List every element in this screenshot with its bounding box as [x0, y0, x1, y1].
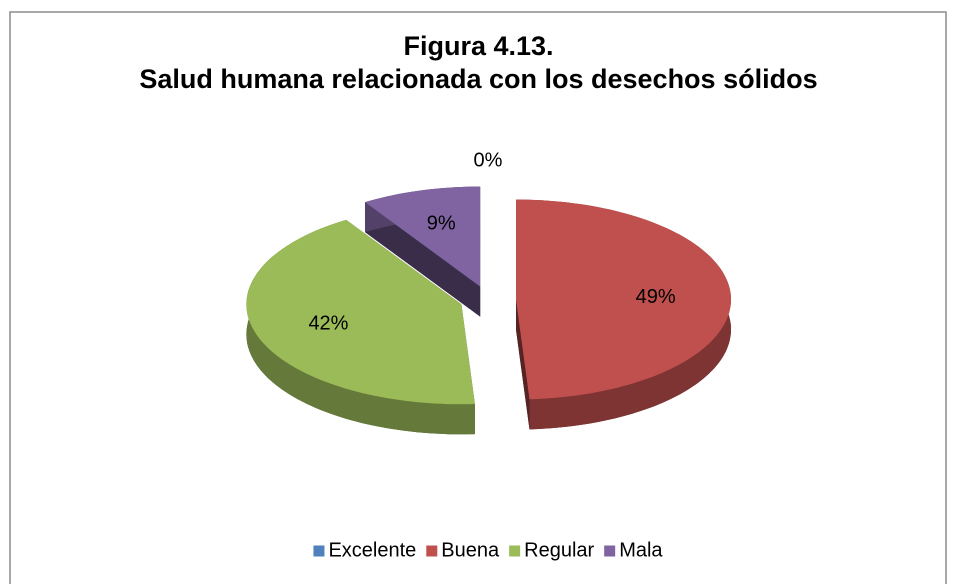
legend-swatch: [313, 545, 325, 557]
legend-label: Regular: [524, 539, 594, 561]
slice-edge: [365, 202, 481, 317]
data-label: 49%: [636, 286, 676, 308]
chart-subtitle: Salud humana relacionada con los desecho…: [139, 64, 818, 94]
pie-tops: [246, 186, 731, 405]
legend: Excelente Buena Regular Mala: [313, 539, 663, 561]
legend-item: Regular: [509, 539, 595, 561]
slice-wall: [246, 219, 475, 435]
pie-labels: 0% 49% 42% 9%: [308, 149, 675, 334]
legend-swatch: [604, 545, 616, 557]
slice: [365, 186, 481, 287]
chart-title: Figura 4.13.: [403, 31, 554, 61]
title-block: Figura 4.13. Salud humana relacionada co…: [0, 30, 957, 96]
data-label: 9%: [427, 212, 456, 234]
legend-swatch: [509, 545, 521, 557]
legend-item: Mala: [604, 539, 663, 561]
slice: [246, 219, 475, 405]
legend-label: Excelente: [328, 539, 416, 561]
slice: [516, 199, 731, 400]
legend-swatch: [426, 545, 438, 557]
slice-edge: [516, 299, 530, 430]
data-label: 42%: [308, 313, 348, 335]
legend-label: Mala: [619, 539, 663, 561]
legend-item: Buena: [426, 539, 500, 561]
legend-label: Buena: [441, 539, 500, 561]
data-label: 0%: [474, 149, 503, 171]
legend-item: Excelente: [313, 539, 416, 561]
